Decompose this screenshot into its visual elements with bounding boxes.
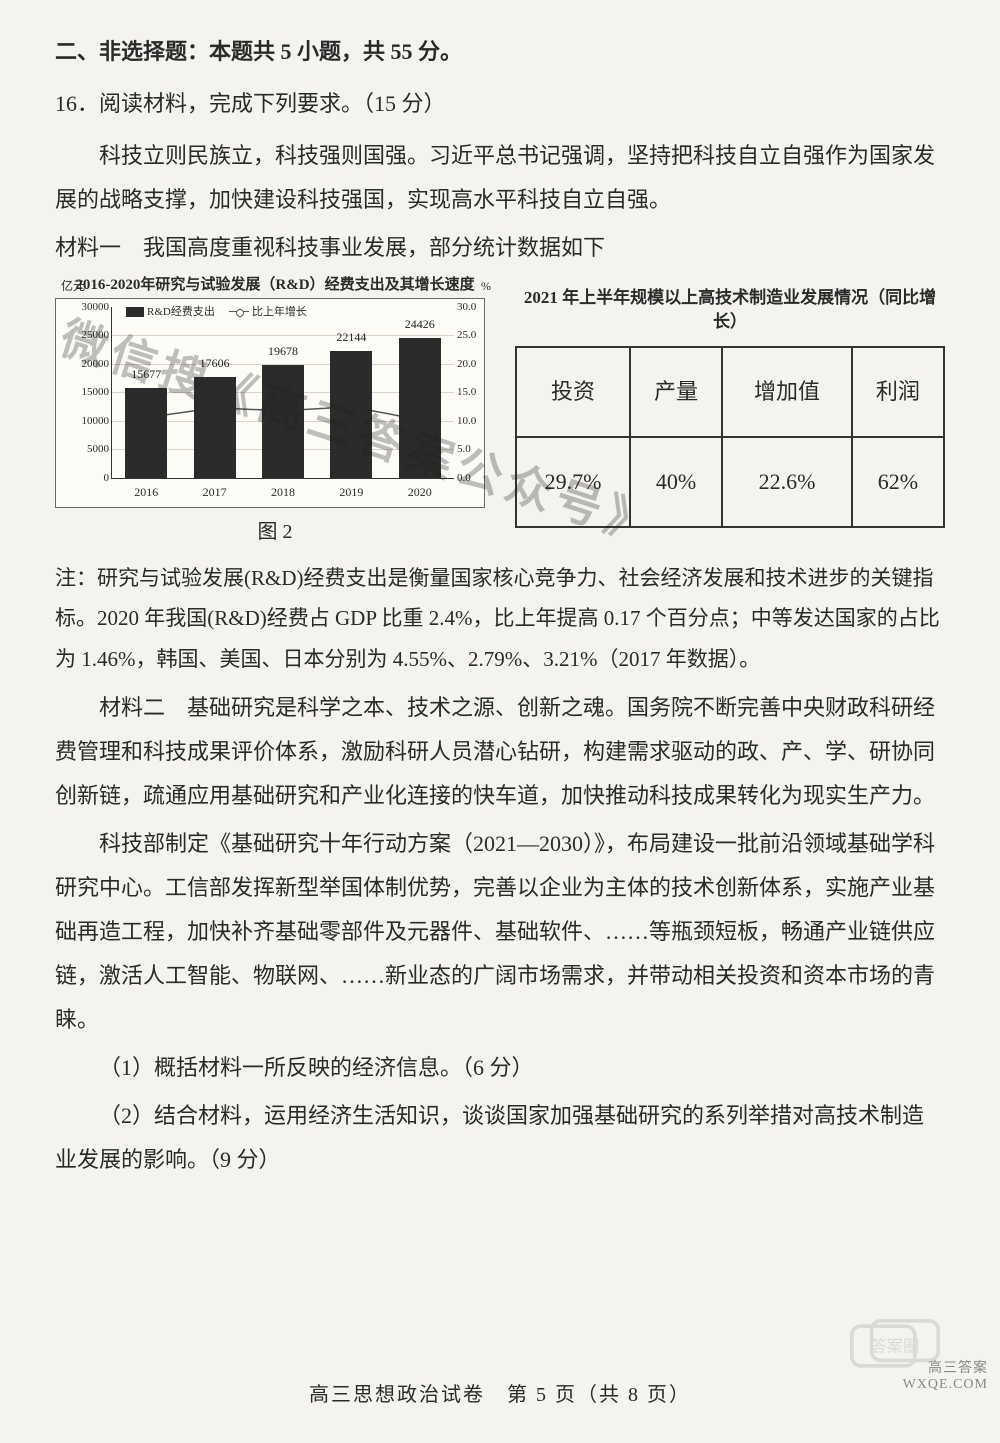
- th-invest: 投资: [516, 347, 630, 437]
- figure-row: 亿元 2016-2020年研究与试验发展（R&D）经费支出及其增长速度 % R&…: [55, 276, 945, 552]
- watermark-site-2: WXQE.COM: [903, 1371, 988, 1399]
- bar: [399, 338, 441, 477]
- page-footer: 高三思想政治试卷 第 5 页（共 8 页）: [0, 1375, 1000, 1415]
- right-table-panel: 2021 年上半年规模以上高技术制造业发展情况（同比增长） 投资 产量 增加值 …: [515, 276, 945, 528]
- bar: [330, 351, 372, 477]
- chart-note: 注：研究与试验发展(R&D)经费支出是衡量国家核心竞争力、社会经济发展和技术进步…: [55, 558, 945, 681]
- svg-text:答案圈: 答案圈: [871, 1337, 920, 1355]
- bar: [125, 388, 167, 477]
- figure-caption: 图 2: [55, 512, 495, 552]
- plot-area: 0500010000150002000025000300000.05.010.0…: [111, 307, 454, 479]
- bar: [262, 365, 304, 477]
- bar: [194, 377, 236, 477]
- htech-table: 投资 产量 增加值 利润 29.7% 40% 22.6% 62%: [515, 346, 945, 528]
- th-profit: 利润: [852, 347, 944, 437]
- table-row: 投资 产量 增加值 利润: [516, 347, 944, 437]
- watermark-badge: 答案圈: [850, 1319, 940, 1373]
- subquestion-2: （2）结合材料，运用经济生活知识，谈谈国家加强基础研究的系列举措对高技术制造业发…: [55, 1094, 945, 1182]
- td-added: 22.6%: [722, 437, 852, 527]
- th-added: 增加值: [722, 347, 852, 437]
- material2-p2: 科技部制定《基础研究十年行动方案（2021—2030）》，布局建设一批前沿领域基…: [55, 822, 945, 1042]
- td-output: 40%: [630, 437, 722, 527]
- bar-chart: R&D经费支出 比上年增长 05000100001500020000250003…: [55, 298, 485, 508]
- td-profit: 62%: [852, 437, 944, 527]
- section-heading: 二、非选择题：本题共 5 小题，共 55 分。: [55, 30, 945, 74]
- th-output: 产量: [630, 347, 722, 437]
- question-16-stem: 16．阅读材料，完成下列要求。（15 分）: [55, 82, 945, 126]
- intro-paragraph: 科技立则民族立，科技强则国强。习近平总书记强调，坚持把科技自立自强作为国家发展的…: [55, 134, 945, 222]
- chart-left-panel: 亿元 2016-2020年研究与试验发展（R&D）经费支出及其增长速度 % R&…: [55, 276, 495, 552]
- chart-title: 2016-2020年研究与试验发展（R&D）经费支出及其增长速度: [55, 276, 495, 296]
- table-row: 29.7% 40% 22.6% 62%: [516, 437, 944, 527]
- td-invest: 29.7%: [516, 437, 630, 527]
- material2-p1: 材料二 基础研究是科学之本、技术之源、创新之魂。国务院不断完善中央财政科研经费管…: [55, 686, 945, 818]
- subquestion-1: （1）概括材料一所反映的经济信息。（6 分）: [55, 1046, 945, 1090]
- right-table-title: 2021 年上半年规模以上高技术制造业发展情况（同比增长）: [515, 286, 945, 334]
- y-left-unit: 亿元: [61, 274, 85, 298]
- material1-caption: 材料一 我国高度重视科技事业发展，部分统计数据如下: [55, 226, 945, 270]
- y-right-unit: %: [481, 274, 491, 298]
